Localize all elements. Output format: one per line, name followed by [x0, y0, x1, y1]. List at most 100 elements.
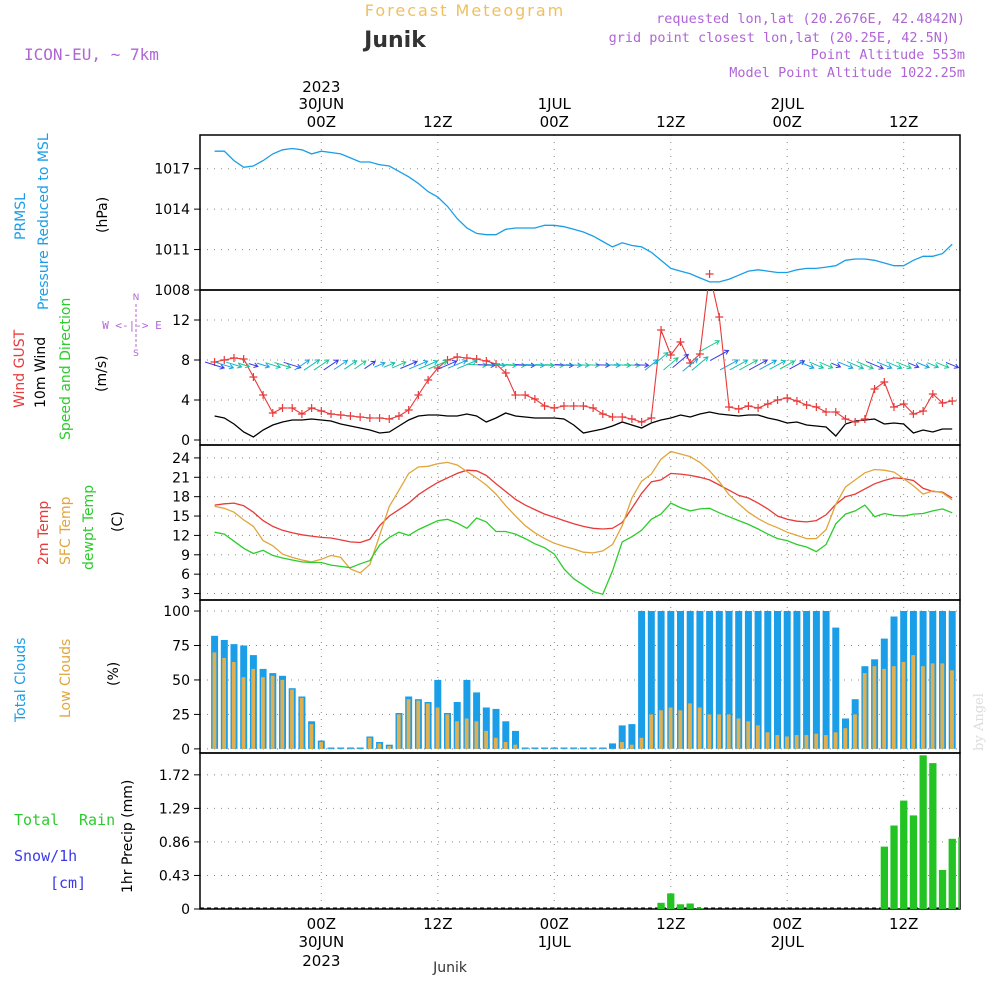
wind-direction-arrow-icon: [265, 362, 282, 369]
gust-marker: [657, 326, 666, 334]
gridpoint-coordinates: grid point closest lon,lat (20.25E, 42.5…: [609, 30, 950, 46]
low-cloud-bar: [241, 677, 246, 749]
low-cloud-bar: [756, 725, 760, 749]
low-cloud-bar: [358, 748, 362, 750]
low-cloud-bar: [212, 652, 217, 749]
gust-marker: [268, 409, 277, 417]
wind-direction-arrow-icon: [400, 360, 418, 369]
gust-marker: [356, 413, 365, 421]
gust-marker: [462, 354, 471, 362]
temp-2m-line: [214, 469, 953, 544]
low-cloud-bar: [299, 697, 304, 749]
precip-bar: [686, 903, 694, 909]
gust-marker: [559, 402, 568, 410]
y-tick-label: 75: [172, 638, 190, 654]
precip-cm-label: [cm]: [50, 874, 86, 892]
gust-marker: [870, 385, 879, 393]
panel-4: 0 25 50 75 100: [163, 599, 961, 758]
low-cloud-bar: [901, 662, 906, 749]
total-cloud-bar: [696, 611, 704, 749]
total-cloud-bar: [754, 611, 762, 749]
wind-direction-arrow-icon: [215, 361, 235, 370]
low-cloud-bar: [882, 668, 886, 749]
point-altitude: Point Altitude 553m: [811, 47, 965, 63]
low-cloud-bar: [280, 679, 285, 749]
low-cloud-bar: [484, 730, 488, 749]
low-cloud-bar: [222, 657, 226, 749]
low-cloud-bar: [659, 710, 663, 749]
gust-marker: [278, 404, 287, 412]
low-cloud-bar: [765, 732, 770, 749]
footer-location: Junik: [432, 960, 468, 976]
total-cloud-bar: [764, 611, 772, 749]
wind-direction-arrow-icon: [759, 359, 778, 371]
total-cloud-bar: [618, 725, 626, 749]
total-cloud-bar: [774, 611, 781, 749]
total-cloud-bar: [803, 611, 811, 749]
y-tick-label: 25: [172, 707, 190, 723]
top-axis-date: 2JUL: [771, 95, 805, 113]
gust-marker: [763, 400, 772, 408]
gust-marker: [579, 402, 588, 410]
total-cloud-bar: [667, 611, 675, 749]
gust-marker: [715, 313, 724, 321]
low-cloud-bar: [270, 675, 275, 749]
total-cloud-bar: [531, 747, 539, 749]
low-cloud-bar: [930, 663, 935, 749]
gust-marker: [724, 403, 733, 411]
precip-bar: [696, 908, 704, 909]
precip-bar: [890, 825, 898, 909]
gust-marker: [802, 401, 811, 409]
pressure-unit: (hPa): [95, 197, 111, 233]
top-axis-year: 2023: [302, 78, 340, 96]
precip-bar: [909, 815, 918, 909]
y-tick-label: 1014: [154, 202, 190, 218]
low-cloud-bar: [775, 735, 780, 749]
gust-marker: [880, 378, 889, 386]
total-cloud-bar: [638, 611, 646, 749]
gust-marker: [608, 413, 617, 421]
bottom-axis-date: 30JUN: [298, 933, 344, 951]
panel-1: 1008 1011 1014 1017: [154, 134, 961, 299]
gust-marker: [851, 418, 860, 426]
top-axis-hour: 00Z: [773, 113, 802, 131]
temp-2m-label: 2m Temp: [36, 501, 52, 565]
total-cloud-bar: [628, 724, 636, 749]
total-cloud-bar: [473, 692, 481, 749]
total-cloud-bar: [686, 611, 694, 749]
wind-direction-arrow-icon: [682, 358, 699, 372]
y-tick-label: 9: [181, 548, 190, 564]
low-cloud-bar: [290, 689, 294, 749]
wind-direction-arrow-icon: [729, 359, 749, 371]
gust-marker: [909, 410, 918, 418]
total-cloud-bar: [793, 611, 801, 749]
total-cloud-bar: [579, 747, 587, 749]
wind-direction-arrow-icon: [274, 362, 292, 370]
wind-speed-line: [214, 411, 953, 438]
total-cloud-bar: [570, 747, 578, 749]
temp-dewpt-line: [214, 502, 953, 595]
gust-marker: [676, 338, 685, 346]
wind-direction-arrow-icon: [374, 361, 386, 368]
gust-marker: [841, 415, 850, 423]
low-cloud-bar: [532, 748, 537, 750]
bottom-axis-hour: 12Z: [889, 915, 918, 933]
wind-direction-arrow-icon: [383, 361, 396, 368]
low-cloud-bar: [348, 748, 353, 750]
wind-direction-arrow-icon: [709, 349, 730, 362]
wind-direction-arrow-icon: [204, 361, 226, 370]
total-cloud-bar: [812, 611, 820, 749]
low-cloud-bar: [367, 737, 372, 749]
low-cloud-bar: [523, 748, 527, 750]
low-cloud-bar: [736, 718, 741, 749]
gust-marker: [365, 414, 374, 422]
total-cloud-bar: [822, 611, 830, 749]
wind-direction-arrow-icon: [447, 359, 468, 369]
low-cloud-bar: [950, 670, 954, 749]
low-cloud-bar: [620, 742, 624, 749]
wind-direction-arrow-icon: [739, 359, 759, 371]
gust-marker: [812, 403, 821, 411]
gust-marker: [249, 373, 258, 381]
